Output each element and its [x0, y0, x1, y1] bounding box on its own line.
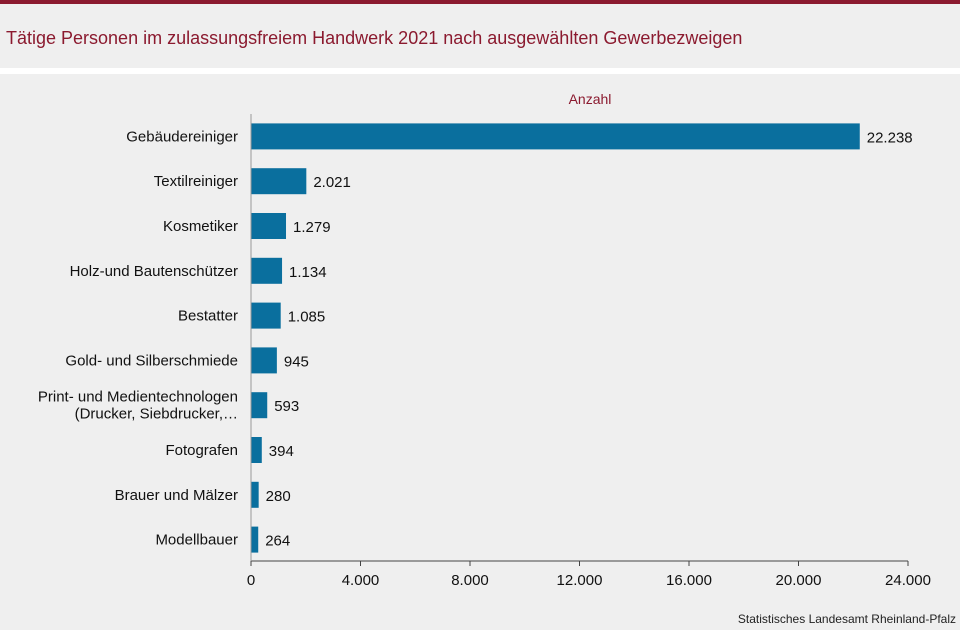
chart-title: Tätige Personen im zulassungsfreiem Hand… — [6, 28, 743, 48]
value-label: 593 — [274, 398, 299, 415]
x-tick-label: 4.000 — [342, 572, 380, 589]
category-label: Fotografen — [165, 442, 238, 459]
title-bar: Tätige Personen im zulassungsfreiem Hand… — [0, 4, 960, 68]
bar — [251, 392, 268, 419]
bar — [251, 526, 259, 553]
category-label: Textilreiniger — [154, 173, 238, 190]
category-label: Modellbauer — [155, 532, 238, 549]
category-label-line: Textilreiniger — [154, 173, 238, 190]
bar — [251, 123, 860, 150]
category-label-line: (Drucker, Siebdrucker,… — [75, 406, 238, 423]
category-label-line: Brauer und Mälzer — [115, 487, 238, 504]
category-label: Kosmetiker — [163, 218, 238, 235]
value-label: 22.238 — [867, 129, 913, 146]
x-tick-label: 24.000 — [885, 572, 931, 589]
x-tick-label: 16.000 — [666, 572, 712, 589]
value-label: 2.021 — [313, 174, 351, 191]
x-tick-label: 12.000 — [557, 572, 603, 589]
category-label: Print- und Medientechnologen (Drucker, Si… — [38, 389, 238, 423]
source-note: Statistisches Landesamt Rheinland-Pfalz — [737, 612, 956, 626]
series-label: Anzahl — [569, 91, 612, 107]
category-label-line: Gebäudereiniger — [126, 128, 238, 145]
category-label: Gold- und Silberschmiede — [65, 352, 238, 369]
category-label-line: Bestatter — [178, 308, 238, 325]
category-label-line: Kosmetiker — [163, 218, 238, 235]
category-label-line: Gold- und Silberschmiede — [65, 352, 238, 369]
x-tick-label: 8.000 — [451, 572, 489, 589]
value-label: 1.279 — [293, 219, 331, 236]
value-label: 945 — [284, 353, 309, 370]
value-label: 264 — [265, 533, 290, 550]
bar — [251, 213, 287, 239]
bar — [251, 168, 307, 195]
bar — [251, 302, 281, 329]
category-label-line: Holz-und Bautenschützer — [70, 263, 238, 280]
x-tick-label: 0 — [247, 572, 255, 589]
value-label: 1.134 — [289, 264, 327, 281]
category-label: Gebäudereiniger — [126, 128, 238, 145]
category-label-line: Fotografen — [165, 442, 238, 459]
value-label: 394 — [269, 443, 294, 460]
bar — [251, 257, 283, 284]
category-label: Brauer und Mälzer — [115, 487, 238, 504]
value-label: 280 — [266, 488, 291, 505]
category-label-line: Print- und Medientechnologen — [38, 389, 238, 406]
bar — [251, 437, 262, 463]
bar — [251, 481, 259, 508]
bar — [251, 347, 277, 374]
category-label: Holz-und Bautenschützer — [70, 263, 238, 280]
x-tick-label: 20.000 — [776, 572, 822, 589]
category-label: Bestatter — [178, 308, 238, 325]
category-label-line: Modellbauer — [155, 532, 238, 549]
title-separator — [0, 68, 960, 74]
value-label: 1.085 — [288, 309, 326, 326]
top-accent-line — [0, 0, 960, 4]
